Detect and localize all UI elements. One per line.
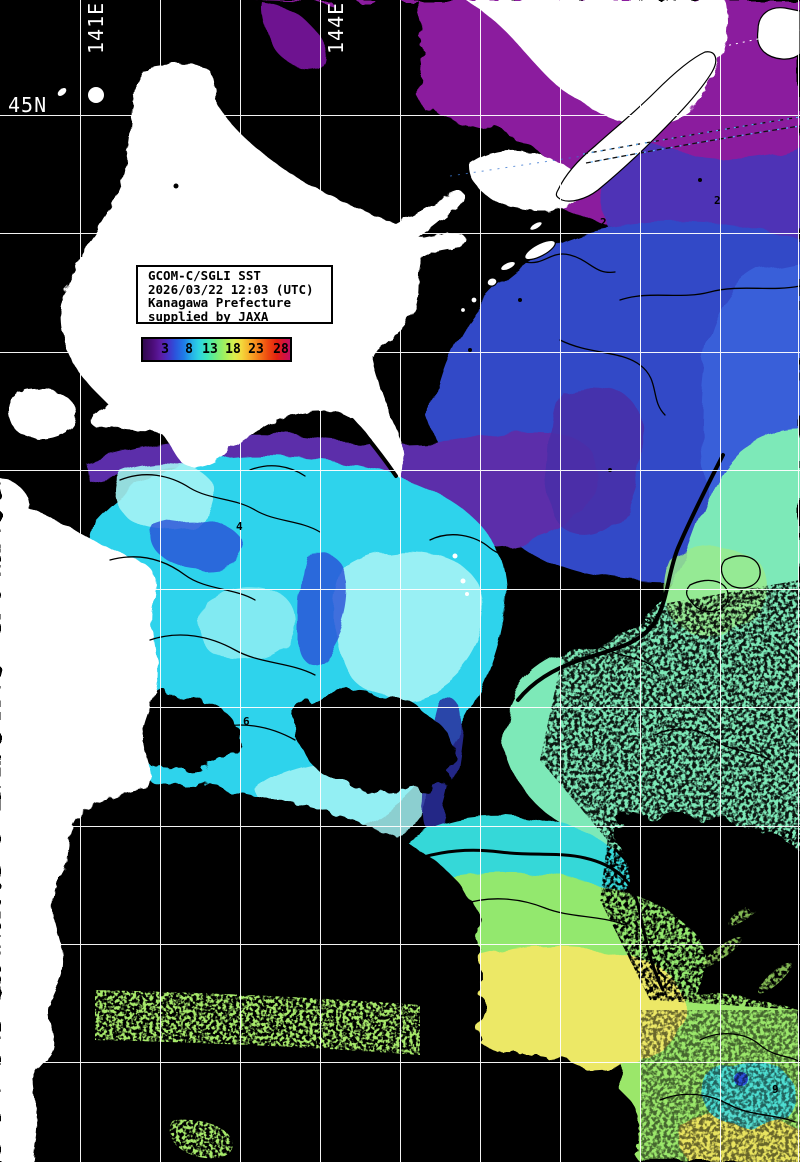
violet-patch: [261, 2, 327, 73]
colorbar-tick: 28: [273, 342, 289, 357]
cyan-core-center: [335, 551, 485, 700]
white-islet-2: [0, 1090, 17, 1116]
contour-label: 8: [497, 641, 504, 654]
dotted-white-line: [687, 29, 800, 55]
blue-swirl-1: [298, 552, 349, 664]
contour-label: 15: [449, 930, 462, 943]
contour-label: 2: [714, 194, 721, 207]
sst-colorbar: 3 8 13 18 23 28: [141, 337, 292, 362]
colorbar-tick: 18: [225, 342, 241, 357]
colorbar-tick: 8: [185, 342, 193, 357]
sea-ice-lobe: [469, 150, 582, 211]
contour-label: 10: [639, 615, 656, 632]
ice-fleck-3: [465, 592, 469, 596]
rishiri-island: [88, 87, 104, 103]
ice-fleck-1: [452, 553, 458, 559]
contour-label: 9: [772, 1083, 779, 1096]
white-patch-west: [8, 388, 76, 440]
meridian-label-147e: 147E: [564, 1, 588, 54]
colorbar-gradient: [143, 339, 290, 360]
cloud-okhotsk: [151, 83, 558, 258]
blue-swirl-2: [150, 519, 244, 569]
colorbar-tick: 13: [202, 342, 218, 357]
coast-shadow-erimo: [350, 418, 398, 478]
cyan-core-west: [113, 462, 216, 531]
cloud-layer: [75, 0, 800, 1162]
contour-label: 15: [733, 956, 748, 971]
contour-label: 2: [600, 216, 607, 229]
colorbar-tick: 3: [161, 342, 169, 357]
contour-labels: 2 2 4 8 5 6 10 15 15 9: [174, 194, 779, 1096]
meridian-label-144e: 144E: [324, 1, 348, 54]
meridian-label-141e: 141E: [84, 1, 108, 54]
observation-datetime: 2026/03/22 12:03 (UTC): [148, 281, 314, 297]
credit-line: supplied by JAXA: [148, 308, 269, 324]
rebun-island: [57, 88, 67, 96]
land-mark-dot: [173, 183, 179, 189]
ice-fleck-2: [460, 578, 466, 584]
contour-label: 4: [236, 520, 243, 533]
dark-purple-tongue: [546, 385, 644, 537]
yellow-warm-blob: [440, 947, 686, 1068]
speckles-lower-right: [600, 820, 800, 1010]
product-title: GCOM-C/SGLI SST: [148, 268, 261, 283]
colorbar-tick: 23: [248, 342, 264, 357]
speckles-green-band: [95, 990, 420, 1055]
contour-label: 5: [174, 729, 181, 742]
cloud-bottom-left: [75, 782, 482, 1162]
provider-line: Kanagawa Prefecture: [148, 295, 291, 310]
info-box: GCOM-C/SGLI SST 2026/03/22 12:03 (UTC) K…: [136, 265, 333, 324]
contour-label: 6: [243, 715, 250, 728]
cloud-bottom-mid: [452, 1050, 640, 1162]
cloud-cyan-1: [296, 692, 458, 793]
speckles-green-blob: [169, 1119, 233, 1159]
swath-edge-white: [0, 478, 159, 1162]
parallel-label-45n: 45N: [8, 93, 48, 117]
white-islet-1: [3, 903, 13, 913]
kuril-islands: [459, 7, 800, 314]
sst-front-wall-south: [406, 848, 665, 992]
